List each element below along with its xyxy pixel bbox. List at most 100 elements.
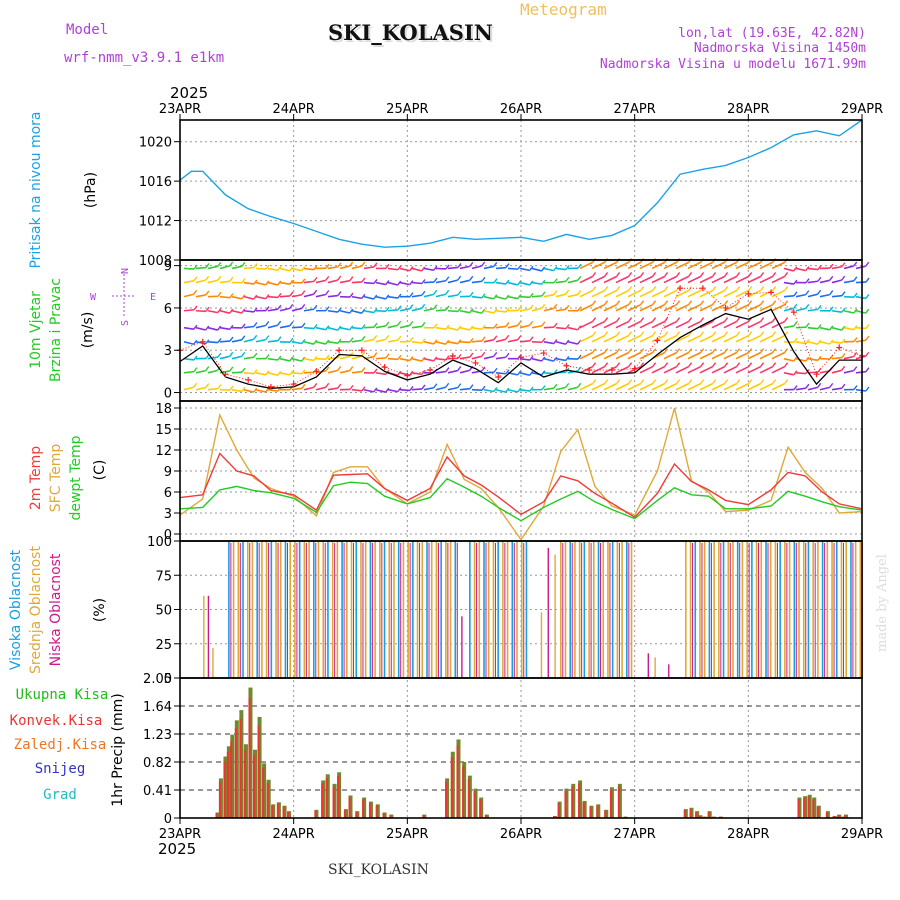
pressure-y-tick-label: 1012 bbox=[139, 215, 172, 230]
wind-barb-flag bbox=[817, 265, 822, 270]
precip-conv-bar bbox=[375, 805, 378, 818]
wind-barb bbox=[279, 281, 290, 285]
wind-barb bbox=[183, 386, 194, 391]
wind-barb-flag bbox=[529, 320, 534, 326]
wind-barb-flag bbox=[664, 286, 669, 291]
wind-barb-flag bbox=[205, 383, 210, 388]
x-tick-label-bottom: 24APR bbox=[273, 827, 315, 842]
wind-barb-flag bbox=[829, 290, 834, 296]
wind-barb bbox=[267, 308, 279, 312]
wind-barb-flag bbox=[241, 351, 246, 357]
wind-barb-flag bbox=[349, 366, 354, 371]
wind-barb bbox=[651, 365, 665, 374]
wind-barb-flag bbox=[712, 379, 717, 385]
wind-barb-flag bbox=[736, 286, 741, 291]
wind-barb-flag bbox=[277, 370, 282, 376]
wind-barb-flag bbox=[592, 272, 597, 277]
wind-barb-flag bbox=[541, 337, 546, 343]
wind-barb-flag bbox=[517, 321, 522, 326]
wind-barb bbox=[603, 275, 617, 284]
wind-barb bbox=[207, 326, 218, 331]
pressure-y-tick-label: 1008 bbox=[139, 254, 172, 269]
meteogram-subtitle: Meteogram bbox=[520, 0, 607, 19]
wind-barb-flag bbox=[421, 321, 426, 327]
wind-barb-flag bbox=[217, 325, 222, 331]
wind-barb-flag bbox=[577, 382, 582, 388]
wind-barb bbox=[555, 280, 567, 284]
wind-barb-flag bbox=[565, 276, 570, 282]
wind-barb bbox=[603, 382, 617, 391]
wind-barb-flag bbox=[409, 356, 414, 362]
wind-barb-flag bbox=[865, 351, 870, 357]
precip-conv-bar bbox=[596, 805, 599, 818]
wind-barb-flag bbox=[541, 356, 546, 362]
wind-barb bbox=[651, 303, 665, 312]
wind-barb bbox=[327, 326, 338, 331]
wind-barb-flag bbox=[397, 387, 402, 393]
wind-barb bbox=[699, 365, 713, 374]
credit: made by Angel bbox=[875, 554, 890, 652]
wind-barb bbox=[303, 308, 315, 312]
wind-barb bbox=[675, 351, 689, 360]
wind-barb bbox=[507, 295, 518, 300]
precip-conv-bar bbox=[348, 797, 351, 818]
wind-barb bbox=[327, 340, 339, 344]
wind-barb-flag bbox=[433, 277, 438, 283]
wind-barb bbox=[243, 281, 255, 285]
wind-barb-flag bbox=[289, 356, 294, 362]
wind-barb bbox=[795, 372, 807, 375]
wind-barb-flag bbox=[229, 351, 234, 357]
wind-barb-flag bbox=[793, 303, 798, 309]
wind-barb bbox=[471, 280, 483, 284]
wind-barb-flag bbox=[385, 387, 390, 393]
wind-barb bbox=[591, 261, 605, 270]
wind-barb bbox=[423, 386, 434, 391]
wind-barb bbox=[495, 281, 507, 285]
wind-barb bbox=[519, 308, 530, 312]
precip-legend-item: Snijeg bbox=[35, 761, 86, 777]
temperature-y-tick-label: 3 bbox=[164, 507, 172, 522]
wind-barb bbox=[675, 289, 689, 298]
wind-barb bbox=[747, 351, 761, 360]
wind-barb-flag bbox=[805, 383, 810, 389]
wind-barb-flag bbox=[433, 339, 438, 345]
wind-barb-flag bbox=[841, 353, 846, 358]
precip-conv-bar bbox=[337, 775, 340, 818]
wind-barb-flag bbox=[760, 317, 765, 323]
wind-barb-flag bbox=[469, 261, 474, 267]
wind-barb-flag bbox=[541, 266, 546, 272]
wind-barb-flag bbox=[805, 290, 810, 296]
precip-conv-bar bbox=[473, 790, 476, 818]
wind-barb-flag bbox=[553, 304, 558, 309]
wind-barb bbox=[831, 340, 843, 344]
wind-barb bbox=[615, 289, 629, 298]
wind-barb bbox=[735, 289, 749, 298]
wind-barb bbox=[183, 326, 195, 330]
wind-barb-flag bbox=[577, 339, 582, 345]
wind-barb bbox=[339, 326, 350, 331]
wind-barb bbox=[723, 275, 737, 284]
wind-barb bbox=[495, 338, 506, 343]
wind-barb-flag bbox=[688, 348, 693, 354]
wind-barb bbox=[591, 303, 605, 312]
wind-barb bbox=[795, 293, 806, 298]
wind-barb bbox=[471, 309, 482, 314]
wind-barb bbox=[255, 324, 266, 329]
wind-gust-point bbox=[790, 309, 797, 316]
precip-conv-bar bbox=[282, 806, 285, 818]
wind-barb-flag bbox=[241, 278, 246, 284]
wind-barb-flag bbox=[784, 379, 789, 385]
wind-barb-flag bbox=[481, 366, 486, 372]
wind-barb-flag bbox=[553, 266, 558, 272]
wind-barb-flag bbox=[652, 317, 657, 323]
precip-conv-bar bbox=[343, 809, 346, 818]
wind-barb-flag bbox=[604, 331, 609, 337]
wind-barb bbox=[579, 334, 593, 343]
wind-barb-flag bbox=[313, 324, 318, 329]
wind-gust-point bbox=[245, 376, 252, 383]
x-tick-label-top: 23APR bbox=[159, 102, 201, 117]
wind-barb bbox=[567, 341, 578, 345]
wind-barb-flag bbox=[700, 300, 705, 306]
precip-conv-bar bbox=[832, 816, 835, 818]
wind-barb bbox=[495, 295, 506, 300]
